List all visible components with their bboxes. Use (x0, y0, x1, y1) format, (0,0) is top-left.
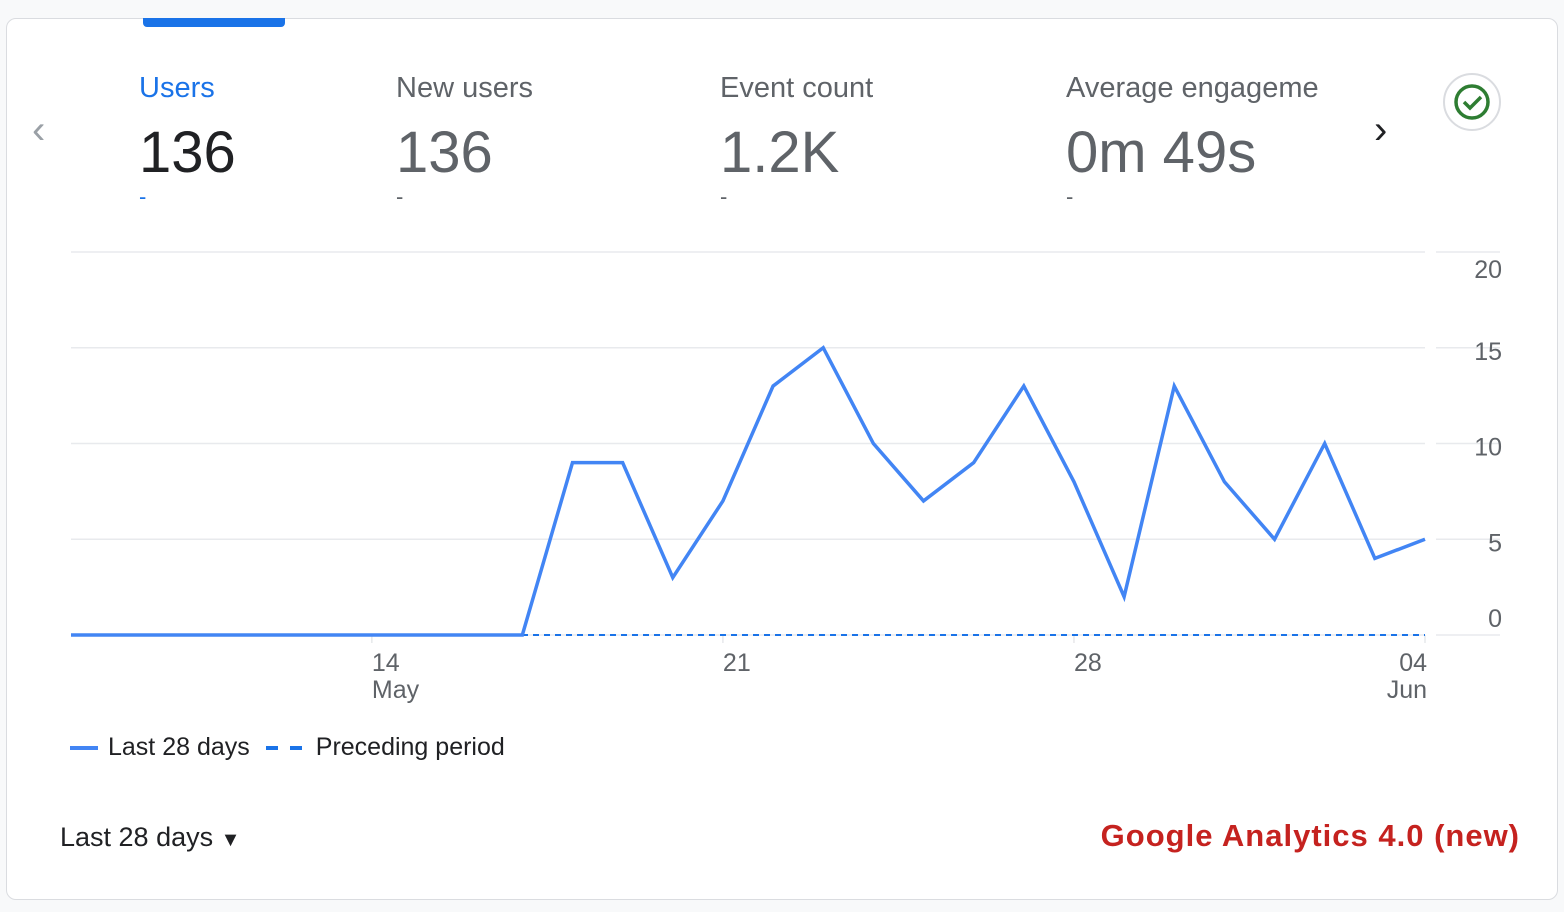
metric-label: Event count (720, 72, 874, 104)
metric-value: 136 (139, 120, 236, 185)
metric-new-users[interactable]: New users 136 - (396, 72, 533, 210)
series-last-28-days (71, 345, 1426, 637)
metric-avg-engagement[interactable]: Average engageme 0m 49s - (1066, 72, 1319, 210)
metric-value: 136 (396, 120, 493, 185)
metric-event-count[interactable]: Event count 1.2K - (720, 72, 873, 210)
y-tick-label: 10 (1474, 434, 1502, 462)
metric-change: - (139, 184, 147, 209)
x-tick-day: 14 (372, 649, 400, 677)
x-tick-month: Jun (1387, 676, 1427, 704)
metric-change: - (1066, 184, 1074, 209)
y-tick-label: 20 (1474, 256, 1502, 284)
legend-label: Preceding period (315, 733, 505, 761)
legend-solid-swatch (70, 745, 98, 750)
check-circle-icon (1454, 84, 1490, 120)
x-tick-day: 28 (1074, 649, 1102, 677)
active-tab-indicator (143, 18, 285, 27)
y-tick-label: 15 (1474, 338, 1502, 366)
users-overview-card (6, 18, 1558, 900)
y-tick-label: 0 (1488, 605, 1502, 633)
caret-down-icon: ▼ (220, 829, 241, 851)
brand-caption: Google Analytics 4.0 (new) (1100, 818, 1520, 853)
x-tick-day: 21 (723, 649, 751, 677)
metric-change: - (720, 184, 728, 209)
legend-label: Last 28 days (108, 733, 250, 761)
date-range-label: Last 28 days (60, 822, 214, 852)
legend-dashed-swatch (265, 745, 302, 750)
metric-users[interactable]: Users 136 - (139, 72, 236, 210)
metric-label: Users (139, 72, 215, 104)
metric-value: 0m 49s (1066, 120, 1257, 185)
next-metric-button[interactable]: › (1374, 108, 1388, 152)
metric-label: Average engageme (1066, 72, 1319, 104)
x-tick-day: 04 (1399, 649, 1427, 677)
chart-legend: Last 28 days Preceding period (70, 733, 505, 762)
metric-change: - (396, 184, 404, 209)
metric-label: New users (396, 72, 533, 104)
date-range-dropdown[interactable]: Last 28 days ▼ (60, 822, 240, 853)
prev-metric-button[interactable]: ‹ (32, 108, 46, 152)
status-check-button[interactable] (1443, 73, 1501, 131)
metric-value: 1.2K (720, 120, 840, 185)
x-tick-month: May (372, 676, 420, 704)
y-tick-label: 5 (1488, 529, 1502, 557)
